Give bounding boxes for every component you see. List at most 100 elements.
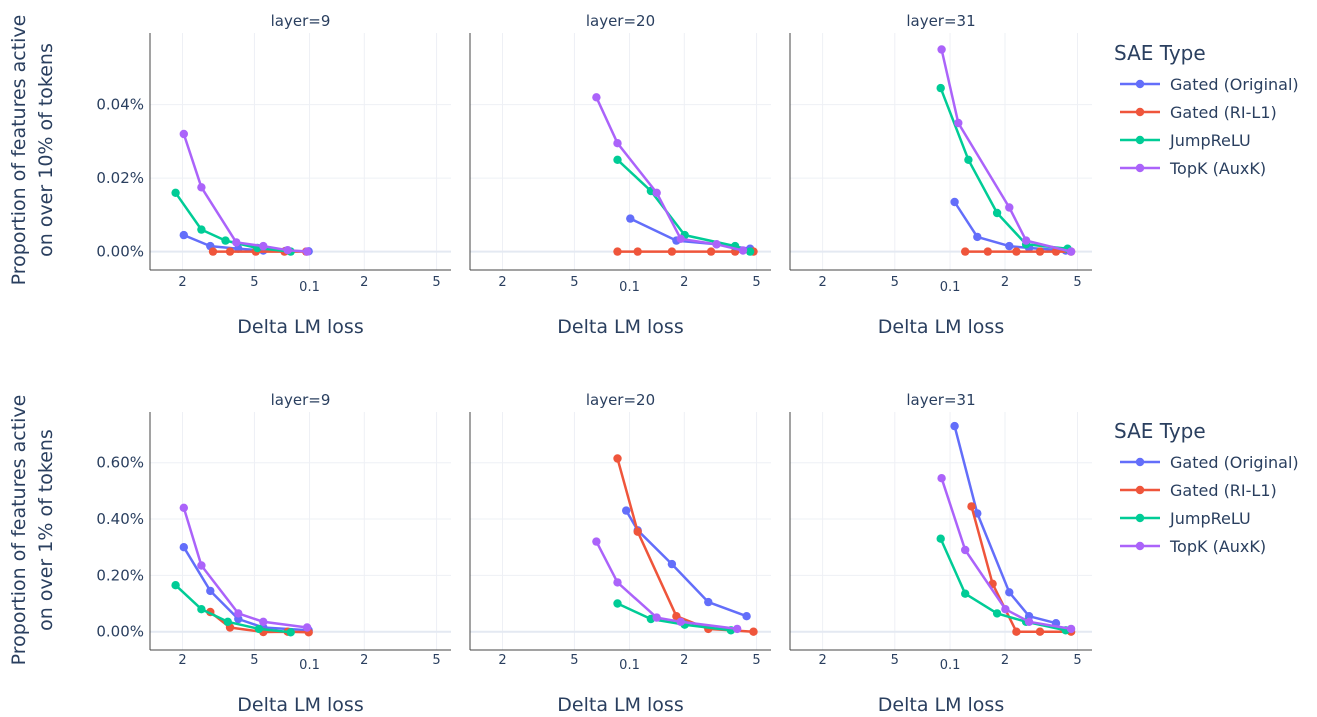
data-point [1005, 588, 1014, 597]
data-point [954, 118, 963, 128]
x-tick-label: 5 [891, 275, 899, 290]
data-point [1012, 247, 1021, 256]
data-point [1012, 627, 1021, 636]
x-axis-label: Delta LM loss [878, 694, 1004, 716]
data-point [286, 628, 295, 637]
data-point [961, 589, 970, 598]
data-point [633, 527, 642, 536]
data-point [179, 129, 188, 139]
series-line [939, 538, 1066, 632]
legend-item[interactable]: Gated (Original) [1120, 453, 1299, 472]
x-tick-label: 0.1 [299, 280, 320, 295]
legend-marker [1135, 485, 1145, 495]
data-point [1021, 236, 1031, 245]
data-point [179, 543, 188, 552]
panel-title: layer=31 [906, 12, 975, 30]
panel-row2-layer-31: 2 5 0.1 2 5 layer=31 Delta LM loss [789, 391, 1092, 716]
data-point [1001, 605, 1010, 614]
y-tick-label: 0.60% [96, 454, 144, 472]
data-point [1005, 241, 1014, 251]
data-point [983, 247, 992, 256]
series-line [939, 87, 1068, 250]
legend-item[interactable]: Gated (Original) [1120, 75, 1299, 94]
data-point [973, 232, 982, 242]
data-point [704, 597, 713, 607]
data-point [1066, 247, 1076, 256]
data-point [197, 605, 206, 614]
data-point [961, 247, 970, 256]
legend-label: Gated (RI-L1) [1170, 103, 1277, 122]
data-point [749, 627, 758, 636]
y-tick-label: 0.40% [96, 510, 144, 528]
data-point [171, 188, 180, 197]
series-topk-auxk [937, 474, 1076, 634]
data-point [208, 247, 218, 256]
legend-item[interactable]: JumpReLU [1120, 131, 1251, 150]
data-point [745, 247, 755, 256]
y-axis-label: Proportion of features active on over 10%… [8, 15, 57, 286]
series-line [625, 509, 748, 618]
data-point [652, 613, 661, 622]
data-point [964, 155, 973, 164]
chart-row-2: Proportion of features active on over 1% … [8, 391, 1299, 716]
series-jumprelu [171, 188, 295, 256]
data-point [613, 247, 622, 256]
x-tick-label: 5 [570, 653, 578, 668]
x-axis-label: Delta LM loss [237, 694, 363, 716]
legend-label: JumpReLU [1169, 509, 1251, 528]
data-point [733, 624, 742, 634]
data-point [1024, 617, 1034, 626]
x-tick-label: 5 [1073, 653, 1081, 668]
x-axis-label: Delta LM loss [878, 316, 1004, 338]
data-point [676, 234, 685, 243]
data-point [302, 247, 312, 256]
x-tick-label: 0.1 [619, 280, 640, 295]
data-point [626, 214, 635, 223]
data-point [613, 578, 622, 587]
series-line [970, 506, 1072, 633]
series-topk-auxk [179, 129, 312, 256]
series-topk-auxk [592, 537, 742, 634]
x-tick-label: 2 [360, 653, 368, 668]
x-tick-label: 5 [570, 275, 578, 290]
panel-title: layer=20 [586, 12, 655, 30]
legend-marker [1135, 457, 1145, 467]
x-tick-label: 5 [250, 653, 258, 668]
legend-item[interactable]: Gated (RI-L1) [1120, 103, 1277, 122]
series-line [182, 133, 308, 253]
x-tick-label: 5 [752, 653, 760, 668]
series-topk-auxk [592, 93, 748, 255]
legend-marker [1135, 513, 1145, 523]
data-point [179, 503, 188, 512]
data-point [171, 581, 180, 590]
legend-label: TopK (AuxK) [1169, 537, 1266, 556]
legend-item[interactable]: TopK (AuxK) [1120, 537, 1266, 556]
panel-row1-layer-31: 2 5 0.1 2 5 layer=31 Delta LM loss [789, 12, 1092, 338]
series-jumprelu [936, 534, 1070, 635]
x-tick-label: 2 [818, 275, 826, 290]
legend-item[interactable]: JumpReLU [1120, 509, 1251, 528]
x-tick-label: 2 [178, 653, 186, 668]
data-point [221, 236, 230, 245]
y-tick-label: 0.20% [96, 566, 144, 584]
x-tick-label: 0.1 [940, 280, 961, 295]
legend-label: Gated (RI-L1) [1170, 481, 1277, 500]
y-tick-label: 0.00% [96, 623, 144, 641]
y-tick-label: 0.04% [96, 96, 144, 114]
legend-title: SAE Type [1114, 419, 1206, 443]
data-point [992, 609, 1002, 618]
panel-title: layer=9 [271, 391, 331, 409]
x-tick-label: 2 [498, 275, 506, 290]
data-point [613, 454, 622, 463]
panel-row2-layer-9: 0.00% 0.20% 0.40% 0.60% 2 5 0.1 2 5 layer=9 Delta … [96, 391, 451, 716]
data-point [950, 197, 959, 207]
data-point [961, 545, 970, 555]
x-tick-label: 0.1 [299, 658, 320, 673]
legend-item[interactable]: Gated (RI-L1) [1120, 481, 1277, 500]
y-tick-label: 0.00% [96, 243, 144, 261]
data-point [232, 238, 241, 247]
chart-row-1: Proportion of features active on over 10%… [8, 12, 1299, 338]
data-point [592, 537, 601, 546]
legend-item[interactable]: TopK (AuxK) [1120, 159, 1266, 178]
